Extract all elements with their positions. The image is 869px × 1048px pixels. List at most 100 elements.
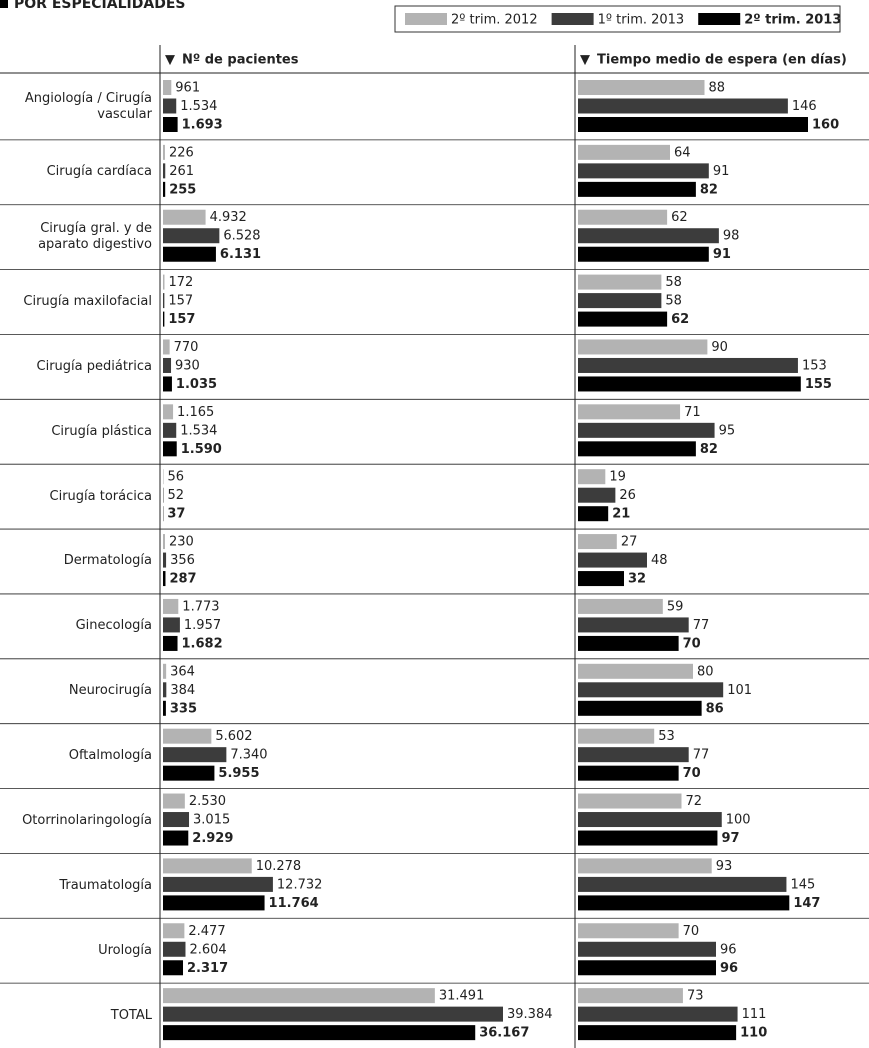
value-label: 1.682: [182, 636, 223, 651]
value-label: 86: [706, 701, 724, 716]
bar: [578, 274, 662, 290]
value-label: 11.764: [269, 896, 319, 911]
bar: [163, 941, 186, 957]
value-label: 6.131: [220, 247, 261, 262]
bar: [163, 830, 189, 846]
bar: [163, 793, 185, 809]
bar: [578, 144, 670, 160]
bar: [578, 617, 689, 633]
value-label: 98: [723, 229, 740, 244]
legend-swatch: [405, 13, 447, 25]
category-label: Dermatología: [63, 553, 152, 569]
bar: [163, 534, 165, 550]
category-label: Urología: [98, 942, 152, 958]
bar: [578, 765, 679, 781]
panel-marker: ▼: [580, 53, 590, 68]
category-label: Cirugía maxilofacial: [23, 294, 152, 310]
value-label: 71: [684, 405, 701, 420]
bar: [578, 682, 724, 698]
bar: [163, 293, 165, 309]
value-label: 31.491: [439, 989, 485, 1004]
bar: [578, 571, 624, 587]
legend-label: 2º trim. 2013: [744, 13, 841, 28]
value-label: 93: [716, 859, 733, 874]
bar: [578, 181, 696, 197]
bar: [578, 209, 668, 225]
bar: [578, 487, 616, 503]
bar: [163, 404, 174, 420]
bar: [163, 682, 167, 698]
value-label: 364: [170, 664, 195, 679]
value-label: 2.530: [189, 794, 226, 809]
value-label: 1.693: [182, 118, 223, 133]
value-label: 80: [697, 664, 714, 679]
value-label: 172: [168, 275, 193, 290]
bar: [163, 700, 166, 716]
value-label: 155: [805, 377, 832, 392]
bar: [163, 274, 165, 290]
category-label: Traumatología: [59, 877, 152, 893]
value-label: 930: [175, 358, 200, 373]
value-label: 157: [168, 312, 195, 327]
category-label: Cirugía cardíaca: [46, 164, 152, 180]
bar: [578, 228, 719, 244]
value-label: 255: [169, 182, 196, 197]
bar: [578, 80, 705, 95]
value-label: 770: [174, 340, 199, 355]
value-label: 1.590: [181, 442, 222, 457]
value-label: 52: [167, 488, 184, 503]
bar: [578, 163, 709, 179]
panel-title: Nº de pacientes: [182, 53, 299, 68]
value-label: 111: [742, 1007, 767, 1022]
value-label: 356: [170, 553, 195, 568]
value-label: 1.957: [184, 618, 221, 633]
value-label: 95: [719, 423, 736, 438]
category-label: Otorrinolaringología: [22, 812, 152, 828]
value-label: 62: [671, 312, 689, 327]
bar: [578, 1006, 738, 1022]
value-label: 64: [674, 145, 691, 160]
bar: [578, 830, 718, 846]
value-label: 2.604: [189, 942, 226, 957]
bar: [163, 960, 184, 976]
panel-marker: ▼: [165, 53, 175, 68]
value-label: 32: [628, 572, 646, 587]
value-label: 5.602: [215, 729, 252, 744]
bar: [163, 598, 179, 614]
title-bullet: [0, 0, 8, 8]
value-label: 100: [726, 813, 751, 828]
category-label: Oftalmología: [68, 748, 152, 764]
bar: [578, 339, 708, 355]
value-label: 70: [683, 766, 701, 781]
category-label: Cirugía pediátrica: [36, 358, 152, 374]
bar: [578, 376, 801, 392]
bar: [578, 293, 662, 309]
value-label: 961: [175, 81, 200, 96]
value-label: 53: [658, 729, 675, 744]
value-label: 145: [790, 877, 815, 892]
value-label: 2.477: [188, 924, 225, 939]
bar: [163, 1006, 503, 1022]
bar: [163, 144, 165, 160]
legend-label: 2º trim. 2012: [451, 13, 538, 28]
value-label: 1.534: [180, 423, 217, 438]
value-label: 88: [709, 81, 726, 96]
bar: [163, 80, 172, 95]
bar: [578, 598, 663, 614]
bar: [578, 941, 716, 957]
value-label: 146: [792, 99, 817, 114]
bar: [163, 923, 185, 939]
category-label: Cirugía gral. y de aparato digestivo: [38, 221, 152, 253]
bar: [578, 404, 681, 420]
bar: [578, 534, 617, 550]
bar: [578, 357, 798, 373]
value-label: 7.340: [230, 748, 267, 763]
legend-swatch: [698, 13, 741, 25]
bar: [163, 1025, 476, 1041]
bar: [578, 98, 788, 114]
category-label: Ginecología: [75, 618, 152, 634]
value-label: 37: [167, 507, 185, 522]
value-label: 160: [812, 118, 839, 133]
bar: [163, 988, 435, 1004]
bar: [163, 98, 177, 114]
